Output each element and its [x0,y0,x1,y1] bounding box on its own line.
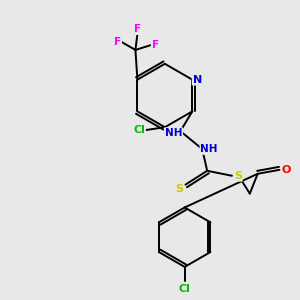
Text: S: S [234,171,242,181]
Text: Cl: Cl [179,284,190,294]
Text: F: F [114,37,121,47]
Text: NH: NH [165,128,182,138]
Text: S: S [176,184,183,194]
Text: N: N [193,75,202,85]
Text: Cl: Cl [133,125,145,135]
Text: O: O [282,165,291,175]
Text: F: F [134,24,141,34]
Text: F: F [152,40,159,50]
Text: NH: NH [200,144,218,154]
